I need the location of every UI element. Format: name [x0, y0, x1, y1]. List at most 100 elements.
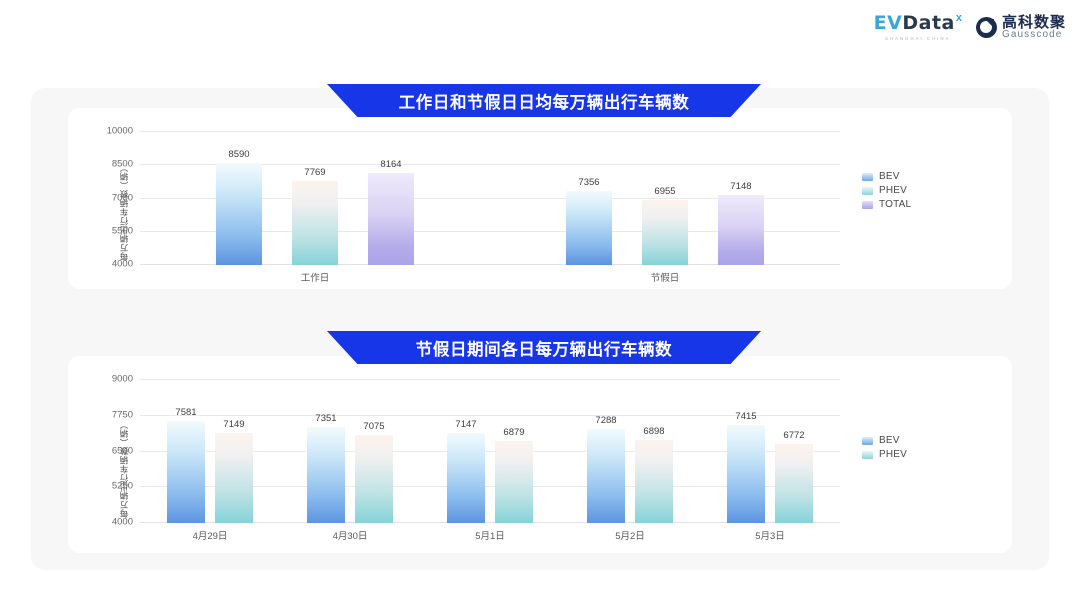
- bar-column[interactable]: 7769: [292, 132, 338, 265]
- bar-total[interactable]: 7148: [718, 181, 764, 265]
- bar-column[interactable]: 6898: [635, 380, 673, 523]
- bar-bev[interactable]: 8590: [216, 149, 262, 265]
- bar-group: 7288 6898 5月2日: [560, 380, 700, 542]
- bar-value-label: 7147: [455, 419, 477, 430]
- axis-baseline: [140, 522, 840, 523]
- y-axis-tick-label: 6500: [111, 445, 133, 456]
- legend-label: PHEV: [879, 185, 908, 196]
- evdata-logo-name: Data: [902, 12, 955, 34]
- bar-column[interactable]: 8164: [368, 132, 414, 265]
- evdata-logo-subtitle: SHANGHAI CHINA: [885, 36, 951, 41]
- chart-title-2: 节假日期间各日每万辆出行车辆数: [415, 339, 673, 359]
- x-axis-tick-label: 5月2日: [615, 531, 645, 542]
- bar-phev[interactable]: 7075: [355, 421, 393, 523]
- gausscode-logo-cn: 高科数聚: [1001, 13, 1066, 31]
- bar-column[interactable]: 6955: [642, 132, 688, 265]
- bar-value-label: 7149: [223, 418, 245, 430]
- bar-column[interactable]: 7581: [167, 380, 205, 523]
- axis-baseline: [140, 264, 840, 265]
- bar-column[interactable]: 7356: [566, 132, 612, 265]
- legend-swatch-icon: [862, 186, 873, 195]
- bar-column[interactable]: 7149: [215, 380, 253, 523]
- bar-bev[interactable]: 7288: [587, 415, 625, 523]
- gridline: 9000: [112, 374, 840, 385]
- bar-column[interactable]: 7075: [355, 380, 393, 523]
- x-axis-tick-label: 5月3日: [755, 531, 785, 542]
- x-axis-tick-label: 4月29日: [192, 531, 228, 542]
- bar-value-label: 7075: [363, 421, 385, 433]
- legend-label: PHEV: [879, 449, 908, 460]
- bar-phev[interactable]: 6879: [495, 427, 533, 523]
- bar-value-label: 7288: [595, 414, 617, 426]
- bar-value-label: 6898: [643, 426, 665, 438]
- evdata-logo-text: EVData: [874, 14, 955, 33]
- bar-bev[interactable]: 7581: [167, 407, 205, 523]
- gausscode-logo: 高科数聚 Gausscode: [975, 13, 1066, 41]
- legend-1: BEV PHEV TOTAL: [862, 171, 911, 210]
- bar-group-bars: 7581 7149: [140, 380, 280, 523]
- y-axis-tick-label: 7000: [111, 192, 133, 203]
- bar-group: 7415 6772 5月3日: [700, 380, 840, 542]
- legend-item-phev[interactable]: PHEV: [862, 449, 907, 460]
- bar-phev[interactable]: 6898: [635, 426, 673, 523]
- bar-column[interactable]: 6879: [495, 380, 533, 523]
- bar-group: 8590 7769 8164 工作日: [140, 132, 490, 284]
- legend-swatch-icon: [862, 172, 873, 181]
- evdata-logo-row: EVData x: [874, 12, 962, 33]
- bar-bev[interactable]: 7356: [566, 177, 612, 265]
- bar-total[interactable]: 8164: [368, 159, 414, 265]
- bar-bev[interactable]: 7147: [447, 419, 485, 523]
- bar-group-bars: 8590 7769 8164: [140, 132, 490, 265]
- bar-phev[interactable]: 6772: [775, 430, 813, 523]
- gridline: 6500: [112, 445, 840, 456]
- bar-value-label: 7769: [304, 167, 326, 179]
- gridline: 8500: [112, 159, 840, 170]
- y-axis-tick-label: 5500: [111, 225, 133, 237]
- y-axis-tick-label: 9000: [111, 373, 133, 385]
- bar-group: 7147 6879 5月1日: [420, 380, 560, 542]
- bar-group-bars: 7351 7075: [280, 380, 420, 523]
- y-axis-tick-label: 8500: [111, 158, 133, 170]
- gausscode-circle-mark-icon: [975, 16, 997, 38]
- y-axis-tick-label: 7750: [111, 409, 133, 421]
- bar-group-bars: 7356 6955 7148: [490, 132, 840, 265]
- bar-groups: 8590 7769 8164 工作日 7356 6955 7148 节假日: [140, 132, 840, 284]
- legend-item-phev[interactable]: PHEV: [862, 185, 911, 196]
- bar-column[interactable]: 7147: [447, 380, 485, 523]
- y-axis-tick-label: 4000: [111, 516, 133, 528]
- evdata-logo: EVData x SHANGHAI CHINA: [874, 12, 962, 41]
- gridline: 7750: [112, 409, 840, 420]
- legend-item-bev[interactable]: BEV: [862, 171, 911, 182]
- logo-bar: EVData x SHANGHAI CHINA 高科数聚 Gausscode: [874, 12, 1066, 41]
- legend-item-bev[interactable]: BEV: [862, 435, 907, 446]
- gridline: 7000: [112, 192, 840, 203]
- bar-column[interactable]: 8590: [216, 132, 262, 265]
- evdata-logo-prefix: EV: [873, 12, 903, 34]
- bar-column[interactable]: 7351: [307, 380, 345, 523]
- y-axis-tick-label: 4000: [111, 258, 133, 270]
- y-axis-tick-label: 10000: [106, 125, 133, 137]
- chart-title-1: 工作日和节假日日均每万辆出行车辆数: [398, 92, 690, 112]
- bar-value-label: 8164: [380, 158, 402, 170]
- bar-phev[interactable]: 7149: [215, 419, 253, 523]
- bar-column[interactable]: 6772: [775, 380, 813, 523]
- bar-group-bars: 7415 6772: [700, 380, 840, 523]
- x-axis-tick-label: 工作日: [300, 273, 330, 284]
- legend-item-total[interactable]: TOTAL: [862, 199, 911, 210]
- bar-bev[interactable]: 7351: [307, 413, 345, 523]
- gausscode-logo-en: Gausscode: [1001, 29, 1063, 41]
- bar-phev[interactable]: 6955: [642, 186, 688, 265]
- legend-label: BEV: [879, 171, 900, 182]
- bar-column[interactable]: 7415: [727, 380, 765, 523]
- x-axis-tick-label: 5月1日: [475, 531, 505, 542]
- bar-bev[interactable]: 7415: [727, 411, 765, 523]
- bar-group-bars: 7288 6898: [560, 380, 700, 523]
- bar-column[interactable]: 7288: [587, 380, 625, 523]
- chart-title-banner-2: 节假日期间各日每万辆出行车辆数: [327, 331, 761, 364]
- bar-value-label: 8590: [228, 149, 250, 161]
- bar-phev[interactable]: 7769: [292, 167, 338, 265]
- bar-column[interactable]: 7148: [718, 132, 764, 265]
- bar-groups: 7581 7149 4月29日 7351 7075 4月30日 7147 6879 5月1日 72…: [140, 380, 840, 542]
- legend-label: BEV: [879, 435, 900, 446]
